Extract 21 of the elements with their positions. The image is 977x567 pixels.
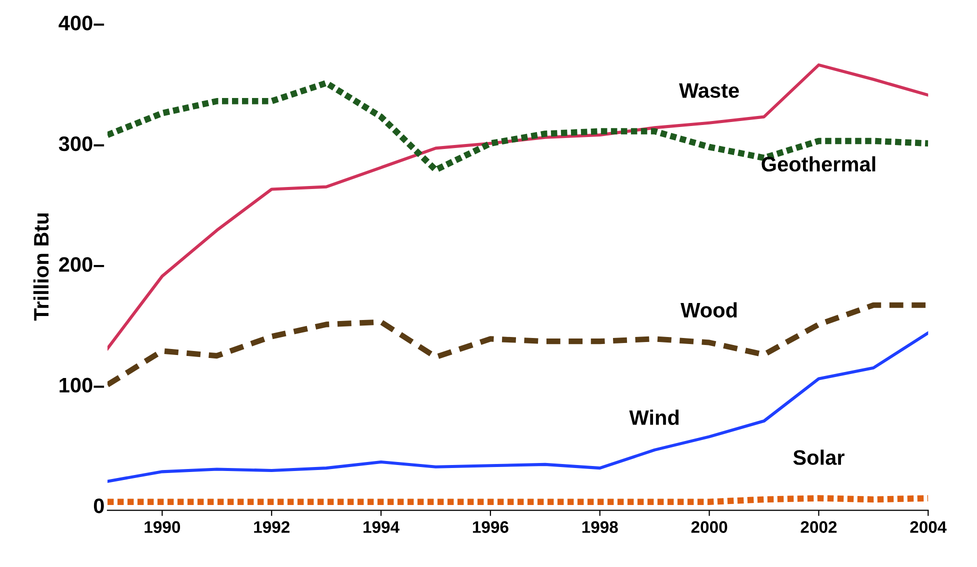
x-tick-label: 1996: [472, 521, 508, 533]
series-label: Geothermal: [762, 156, 876, 172]
x-tick-label: 2000: [691, 521, 728, 533]
x-tick-label: 1990: [144, 521, 180, 533]
series-label: Wood: [680, 302, 737, 318]
x-tick-label: 1998: [582, 521, 618, 533]
line-series: [107, 63, 928, 350]
x-tick-label: 2004: [910, 521, 947, 533]
series-label: Solar: [793, 450, 844, 465]
series-label: Waste: [679, 83, 739, 98]
x-tick-label: 2002: [800, 521, 837, 533]
y-tick-label: 300–: [58, 136, 104, 152]
x-tick-label: 1994: [364, 521, 400, 533]
x-tick-label: 1992: [254, 521, 290, 533]
y-axis-title: Trillion Btu: [33, 213, 49, 321]
series-label: Wind: [629, 410, 679, 425]
y-tick-label: 0: [94, 498, 104, 514]
y-tick-label: 400–: [58, 16, 104, 30]
y-tick-label: 200–: [59, 257, 104, 272]
y-tick-label: 100–: [60, 378, 104, 393]
line-series: [107, 331, 928, 483]
